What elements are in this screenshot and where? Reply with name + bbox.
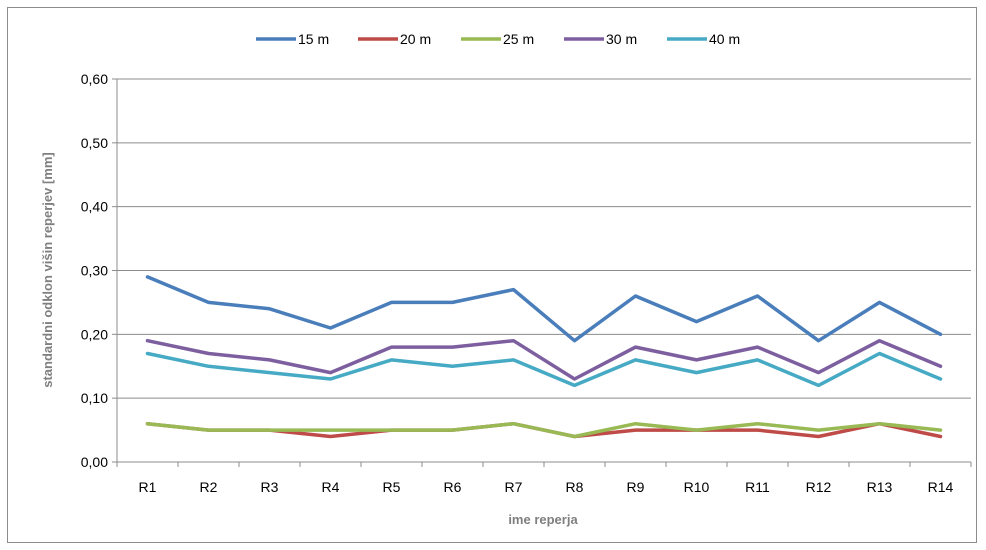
x-tick-label: R4: [322, 479, 340, 495]
series-lines: [145, 275, 943, 439]
y-tick-label: 0,10: [81, 390, 108, 406]
x-tick-label: R2: [200, 479, 218, 495]
chart-frame: [7, 7, 977, 543]
y-tick-label: 0,50: [81, 135, 108, 151]
y-tick-label: 0,00: [81, 454, 108, 470]
x-tick-label: R11: [745, 479, 770, 495]
x-tick-label: R10: [684, 479, 710, 495]
x-tick-label: R5: [383, 479, 401, 495]
legend-label: 25 m: [503, 31, 534, 47]
x-tick-label: R14: [928, 479, 954, 495]
series-line-3: [145, 338, 943, 381]
x-tick-label: R9: [627, 479, 645, 495]
series-line-4: [145, 351, 943, 388]
legend: 15 m 20 m 25 m 30 m 40 m: [256, 31, 740, 47]
x-tick-label: R13: [867, 479, 893, 495]
legend-label: 20 m: [400, 31, 431, 47]
x-tick-labels: R1 R2 R3 R4 R5 R6 R7 R8 R9 R10 R11 R12 R13 R14: [139, 479, 954, 495]
series-line-2: [145, 421, 943, 439]
x-tick-label: R7: [505, 479, 523, 495]
y-tick-label: 0,40: [81, 199, 108, 215]
x-tick-label: R6: [444, 479, 462, 495]
x-tick-label: R1: [139, 479, 157, 495]
y-tick-label: 0,20: [81, 326, 108, 342]
axes: [112, 78, 972, 467]
x-axis-title: ime reperja: [508, 512, 578, 527]
series-line-0: [145, 275, 943, 343]
legend-label: 15 m: [298, 31, 329, 47]
legend-label: 40 m: [709, 31, 740, 47]
gridlines: [117, 78, 971, 399]
x-tick-label: R8: [566, 479, 584, 495]
x-tick-label: R12: [806, 479, 832, 495]
x-tick-label: R3: [261, 479, 279, 495]
y-tick-label: 0,30: [81, 263, 108, 279]
y-axis-title: standardni odklon višin reperjev [mm]: [40, 152, 55, 388]
y-tick-labels: 0,00 0,10 0,20 0,30 0,40 0,50 0,60: [81, 71, 108, 470]
y-tick-label: 0,60: [81, 71, 108, 87]
legend-label: 30 m: [606, 31, 637, 47]
